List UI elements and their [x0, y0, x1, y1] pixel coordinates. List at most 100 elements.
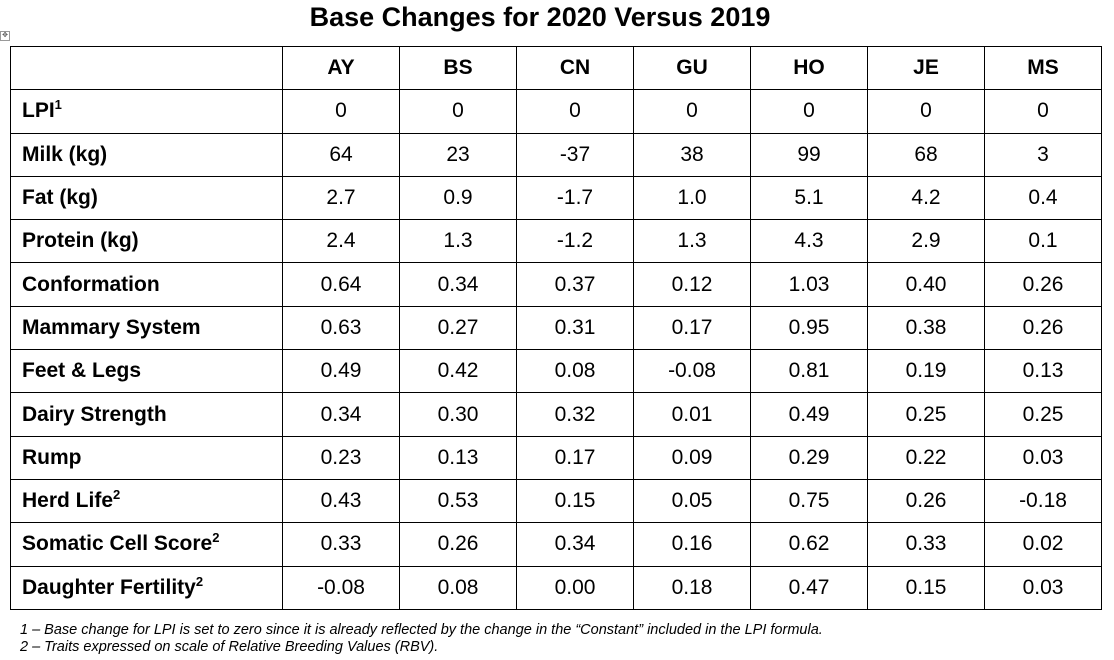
table-cell: 0 [633, 89, 751, 134]
row-label: Milk (kg) [10, 132, 283, 177]
table-cell: 3 [984, 132, 1102, 177]
table-cell: 38 [633, 132, 751, 177]
column-header: JE [867, 45, 985, 91]
column-header: HO [750, 45, 868, 91]
footnote-1: 1 – Base change for LPI is set to zero s… [20, 622, 823, 638]
row-label: Fat (kg) [10, 175, 283, 221]
footnote-2: 2 – Traits expressed on scale of Relativ… [20, 639, 439, 655]
table-row: Feet & Legs 0.49 0.42 0.08 -0.08 0.81 0.19 0.13 [10, 349, 1102, 394]
row-label-text: Fat (kg) [22, 186, 98, 210]
table-cell: 0.08 [516, 349, 634, 394]
table-cell: 99 [750, 132, 868, 177]
table-cell: -37 [516, 132, 634, 177]
table-cell: 5.1 [750, 175, 868, 221]
table-cell: -0.18 [984, 478, 1102, 524]
row-label: Conformation [10, 262, 283, 307]
move-handle-icon[interactable]: ✥ [0, 31, 10, 41]
table-cell: 0.42 [399, 349, 517, 394]
table-row: Conformation 0.64 0.34 0.37 0.12 1.03 0.40 0.26 [10, 262, 1102, 307]
table-cell: 0.03 [984, 435, 1102, 480]
table-row: Dairy Strength 0.34 0.30 0.32 0.01 0.49 0.25 0.… [10, 392, 1102, 437]
table-row: Rump 0.23 0.13 0.17 0.09 0.29 0.22 0.03 [10, 435, 1102, 480]
table-row: Milk (kg) 64 23 -37 38 99 68 3 [10, 132, 1102, 177]
row-label: Protein (kg) [10, 219, 283, 264]
table-cell: 0.26 [984, 305, 1102, 351]
table-cell: 0.03 [984, 565, 1102, 610]
footnote-marker: 2 [212, 530, 220, 546]
table-cell: 0.9 [399, 175, 517, 221]
column-header: BS [399, 45, 517, 91]
row-label: Rump [10, 435, 283, 480]
table-cell: 0.33 [867, 522, 985, 567]
table-cell: 0.12 [633, 262, 751, 307]
table-cell: 0.4 [984, 175, 1102, 221]
table-cell: 1.3 [399, 219, 517, 264]
table-cell: 0 [516, 89, 634, 134]
table-cell: 0.19 [867, 349, 985, 394]
table-cell: 0.62 [750, 522, 868, 567]
table-cell: 0.30 [399, 392, 517, 437]
table-cell: 0.31 [516, 305, 634, 351]
table-cell: 0.43 [282, 478, 400, 524]
table-cell: 0.25 [867, 392, 985, 437]
table-cell: 0.26 [984, 262, 1102, 307]
row-label-text: Dairy Strength [22, 402, 167, 426]
footnote-marker: 1 [54, 97, 62, 113]
table-cell: 0.25 [984, 392, 1102, 437]
table-cell: 0.08 [399, 565, 517, 610]
table-body: LPI1 0 0 0 0 0 0 0 Milk (kg) 64 23 -37 38 99 68 3 Fat (k… [10, 89, 1102, 610]
row-label-text: Daughter Fertility [22, 575, 196, 599]
table-cell: 4.2 [867, 175, 985, 221]
page-title: Base Changes for 2020 Versus 2019 [309, 2, 771, 32]
table-cell: 0.63 [282, 305, 400, 351]
table-cell: 0.47 [750, 565, 868, 610]
table-cell: 0.16 [633, 522, 751, 567]
table-cell: 0.15 [516, 478, 634, 524]
row-label: Mammary System [10, 305, 283, 351]
table-cell: 0.75 [750, 478, 868, 524]
table-cell: 0.29 [750, 435, 868, 480]
footnotes: 1 – Base change for LPI is set to zero s… [20, 622, 1100, 656]
table-row: Somatic Cell Score2 0.33 0.26 0.34 0.16 0.62 0… [10, 522, 1102, 567]
header-corner-cell [10, 45, 283, 91]
table-cell: 0.49 [282, 349, 400, 394]
row-label-text: Rump [22, 445, 82, 469]
table-cell: 1.0 [633, 175, 751, 221]
base-changes-table: AY BS CN GU HO JE MS LPI1 0 0 0 0 0 0 0 Milk (kg… [10, 45, 1102, 610]
table-cell: 0 [282, 89, 400, 134]
table-cell: 0.18 [633, 565, 751, 610]
table-cell: 4.3 [750, 219, 868, 264]
table-cell: 0.37 [516, 262, 634, 307]
table-cell: 0 [399, 89, 517, 134]
table-cell: 23 [399, 132, 517, 177]
footnote-marker: 2 [195, 573, 204, 589]
table-cell: 2.7 [282, 175, 400, 221]
row-label: LPI1 [10, 89, 283, 134]
table-cell: 0.22 [867, 435, 985, 480]
table-cell: 2.4 [282, 219, 400, 264]
row-label-text: Conformation [22, 272, 160, 296]
footnote-marker: 2 [113, 487, 121, 503]
table-cell: 0.23 [282, 435, 400, 480]
table-cell: 0.26 [867, 478, 985, 524]
table-cell: 0.15 [867, 565, 985, 610]
table-cell: 0.34 [516, 522, 634, 567]
table-cell: 0.64 [282, 262, 400, 307]
table-cell: 0.34 [282, 392, 400, 437]
table-cell: -0.08 [282, 565, 400, 610]
table-cell: 0.26 [399, 522, 517, 567]
table-header-row: AY BS CN GU HO JE MS [10, 45, 1102, 91]
table-row: LPI1 0 0 0 0 0 0 0 [10, 89, 1102, 134]
table-cell: 0.33 [282, 522, 400, 567]
column-header: AY [282, 45, 400, 91]
row-label: Daughter Fertility2 [10, 565, 283, 610]
row-label-text: Milk (kg) [22, 142, 108, 166]
table-cell: 1.3 [633, 219, 751, 264]
table-cell: 0.1 [984, 219, 1102, 264]
column-header: GU [633, 45, 751, 91]
table-cell: -1.7 [516, 175, 634, 221]
row-label-text: Protein (kg) [22, 229, 139, 253]
table-cell: 0.05 [633, 478, 751, 524]
row-label: Somatic Cell Score2 [10, 522, 283, 567]
table-cell: 64 [282, 132, 400, 177]
